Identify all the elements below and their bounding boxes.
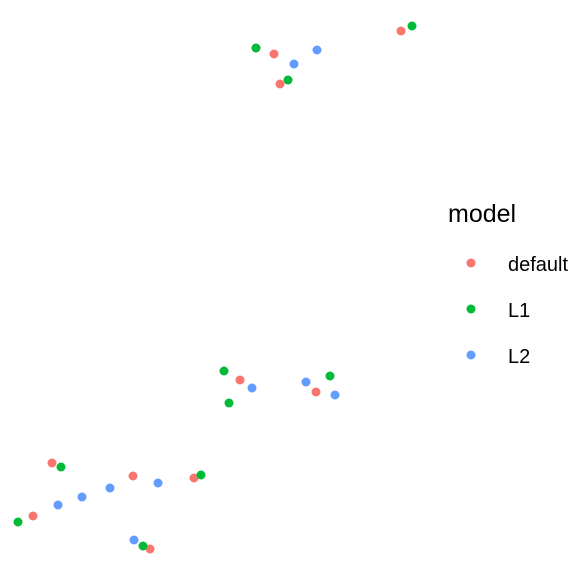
point-l1-5	[224, 398, 234, 408]
point-l2-6	[153, 478, 163, 488]
series-default	[28, 26, 406, 554]
legend-key-l2	[466, 350, 476, 360]
point-l1-7	[56, 462, 66, 472]
point-default-9	[28, 511, 38, 521]
point-l1-10	[138, 541, 148, 551]
point-l1-6	[325, 371, 335, 381]
legend-label-l2: L2	[508, 346, 530, 368]
legend-entries: default L1 L2	[466, 254, 568, 368]
point-default-5	[311, 387, 321, 397]
point-l1-4	[219, 366, 229, 376]
legend: model default L1 L2	[448, 200, 568, 368]
point-l1-9	[13, 517, 23, 527]
point-l2-5	[330, 390, 340, 400]
point-l2-10	[129, 535, 139, 545]
point-default-10	[145, 544, 155, 554]
point-l2-8	[77, 492, 87, 502]
point-default-3	[275, 79, 285, 89]
point-l2-2	[289, 59, 299, 69]
point-l1-1	[251, 43, 261, 53]
point-default-4	[235, 375, 245, 385]
legend-item-l1: L1	[466, 300, 530, 322]
point-l1-3	[283, 75, 293, 85]
point-default-7	[128, 471, 138, 481]
series-l2	[53, 45, 340, 545]
legend-key-l1	[466, 304, 476, 314]
point-l2-1	[312, 45, 322, 55]
legend-title: model	[448, 200, 516, 228]
plot-area	[13, 21, 417, 554]
point-default-6	[47, 458, 57, 468]
point-l2-4	[301, 377, 311, 387]
legend-item-l2: L2	[466, 346, 530, 368]
point-l1-8	[196, 470, 206, 480]
legend-key-default	[466, 258, 476, 268]
point-default-1	[269, 49, 279, 59]
series-l1	[13, 21, 417, 551]
point-l2-9	[53, 500, 63, 510]
point-l2-3	[247, 383, 257, 393]
legend-label-default: default	[508, 254, 568, 276]
legend-label-l1: L1	[508, 300, 530, 322]
point-default-2	[396, 26, 406, 36]
point-default-8	[189, 473, 199, 483]
point-l1-2	[407, 21, 417, 31]
point-l2-7	[105, 483, 115, 493]
legend-item-default: default	[466, 254, 568, 276]
